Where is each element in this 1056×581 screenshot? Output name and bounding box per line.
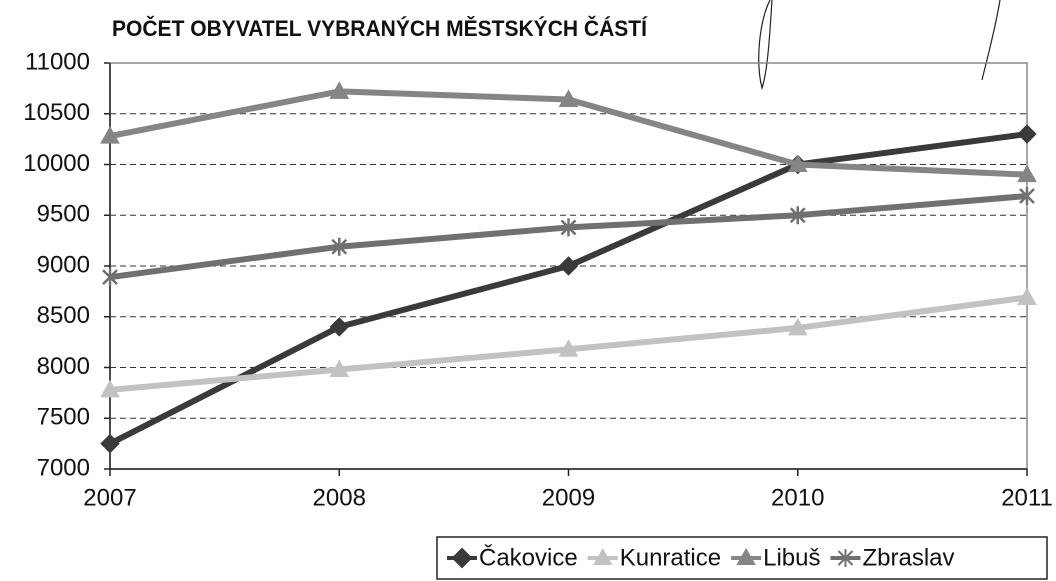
marker [100,126,120,144]
marker [100,433,120,454]
legend-label: Zbraslav [862,544,954,571]
y-tick-label: 9500 [37,201,90,228]
marker [1017,124,1037,144]
y-tick-label: 8500 [37,302,90,329]
marker [558,256,579,276]
y-tick-label: 11000 [25,48,90,75]
y-tick-label: 9000 [37,251,90,278]
marker [787,317,808,336]
legend-marker [592,547,613,565]
chart-title: POČET OBYVATEL VYBRANÝCH MĚSTSKÝCH ČÁSTÍ [112,16,648,41]
x-tick-label: 2011 [1001,484,1053,511]
legend-marker [837,549,854,567]
marker [329,359,350,378]
marker [329,81,350,99]
marker [102,268,118,287]
x-tick-label: 2010 [771,484,824,511]
series-line [108,131,1028,447]
x-tick-label: 2009 [542,484,595,511]
y-tick-label: 7000 [37,454,90,481]
marker [560,218,577,237]
legend-label: Libuš [763,544,820,571]
legend-marker [451,547,473,569]
marker [558,89,579,108]
marker [1019,186,1035,205]
marker [329,317,349,337]
legend-label: Čakovice [479,543,578,571]
x-tick-label: 2007 [83,484,136,511]
marker [1017,164,1037,183]
y-tick-label: 7500 [37,404,90,431]
marker [331,237,348,256]
handwriting [758,0,1001,91]
legend-marker [736,547,756,565]
y-tick-label: 8000 [37,353,90,380]
x-tick-label: 2008 [313,484,366,511]
marker [1017,287,1037,305]
legend-label: Kunratice [620,544,721,571]
y-tick-label: 10000 [23,150,90,177]
y-tick-label: 10500 [23,99,90,126]
marker [100,379,120,398]
marker [789,206,806,225]
marker [787,154,808,172]
marker [558,339,579,357]
